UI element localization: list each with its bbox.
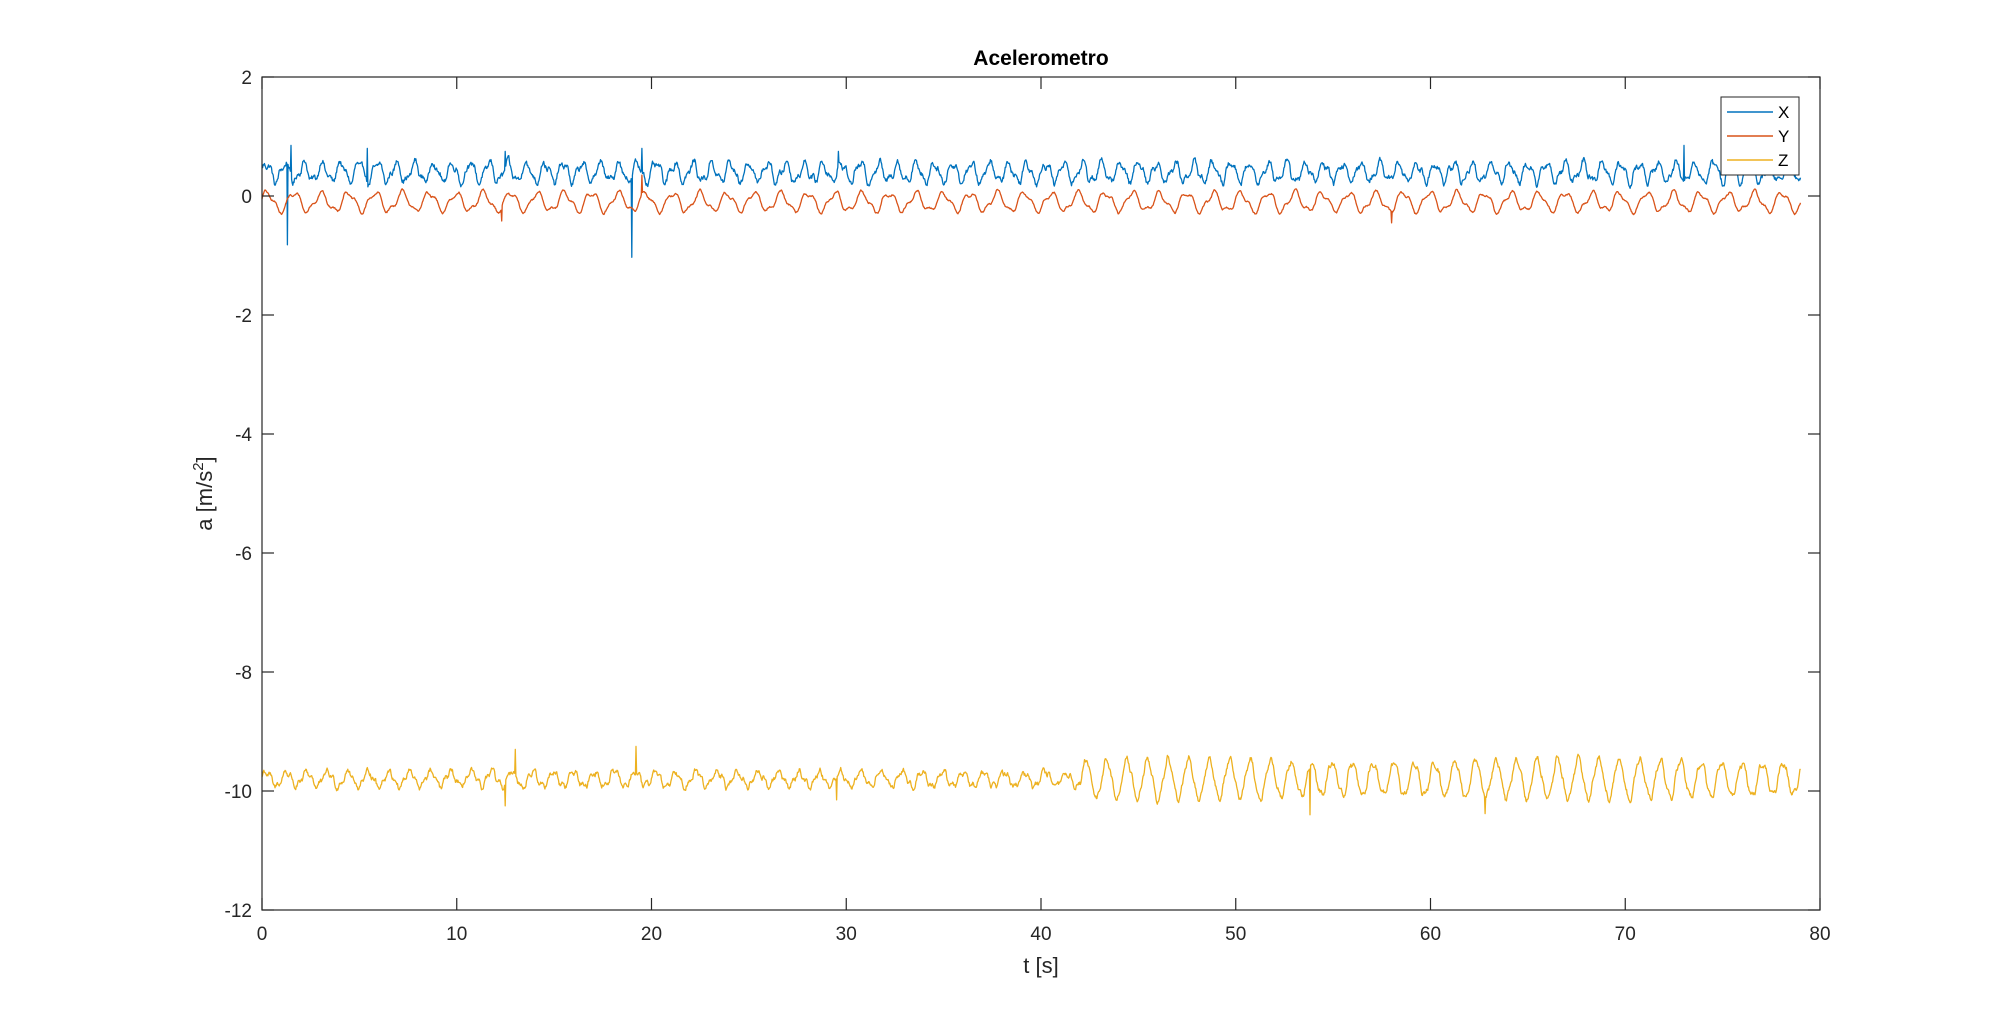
x-tick-label: 80 bbox=[1809, 924, 1830, 945]
y-tick-label: -8 bbox=[235, 663, 252, 684]
y-axis-label-end: ] bbox=[192, 456, 217, 462]
series-layer bbox=[261, 144, 1802, 816]
y-tick-label: -6 bbox=[235, 544, 252, 565]
legend-label-y: Y bbox=[1778, 127, 1789, 146]
y-tick-label: -10 bbox=[225, 782, 252, 803]
y-tick-label: 0 bbox=[241, 187, 252, 208]
y-tick-label: -12 bbox=[225, 901, 252, 922]
legend-label-z: Z bbox=[1778, 151, 1788, 170]
series-line-y bbox=[261, 174, 1802, 224]
legend-label-x: X bbox=[1778, 103, 1789, 122]
ticks-layer: 0 10 20 30 40 50 60 70 80 -12 -10 -8 -6 -4 -2 0 2 bbox=[225, 68, 1831, 945]
x-tick-label: 10 bbox=[446, 924, 467, 945]
y-axis-label: a [m/s2] bbox=[190, 456, 217, 530]
x-tick-label: 0 bbox=[257, 924, 268, 945]
x-tick-label: 40 bbox=[1030, 924, 1051, 945]
legend: XYZ bbox=[1720, 96, 1800, 176]
x-tick-label: 30 bbox=[836, 924, 857, 945]
x-tick-label: 60 bbox=[1420, 924, 1441, 945]
x-tick-label: 20 bbox=[641, 924, 662, 945]
series-line-x bbox=[261, 144, 1802, 258]
x-axis-label: t [s] bbox=[1023, 953, 1058, 978]
series-line-z bbox=[261, 745, 1801, 816]
chart-title: Acelerometro bbox=[973, 47, 1108, 70]
x-tick-label: 70 bbox=[1615, 924, 1636, 945]
y-axis-label-main: a [m/s bbox=[192, 471, 217, 531]
plot-area bbox=[262, 77, 1820, 910]
x-tick-label: 50 bbox=[1225, 924, 1246, 945]
y-axis-label-superscript: 2 bbox=[190, 462, 207, 470]
y-tick-label: -2 bbox=[235, 306, 252, 327]
y-tick-label: -4 bbox=[235, 425, 252, 446]
y-tick-label: 2 bbox=[241, 68, 252, 89]
